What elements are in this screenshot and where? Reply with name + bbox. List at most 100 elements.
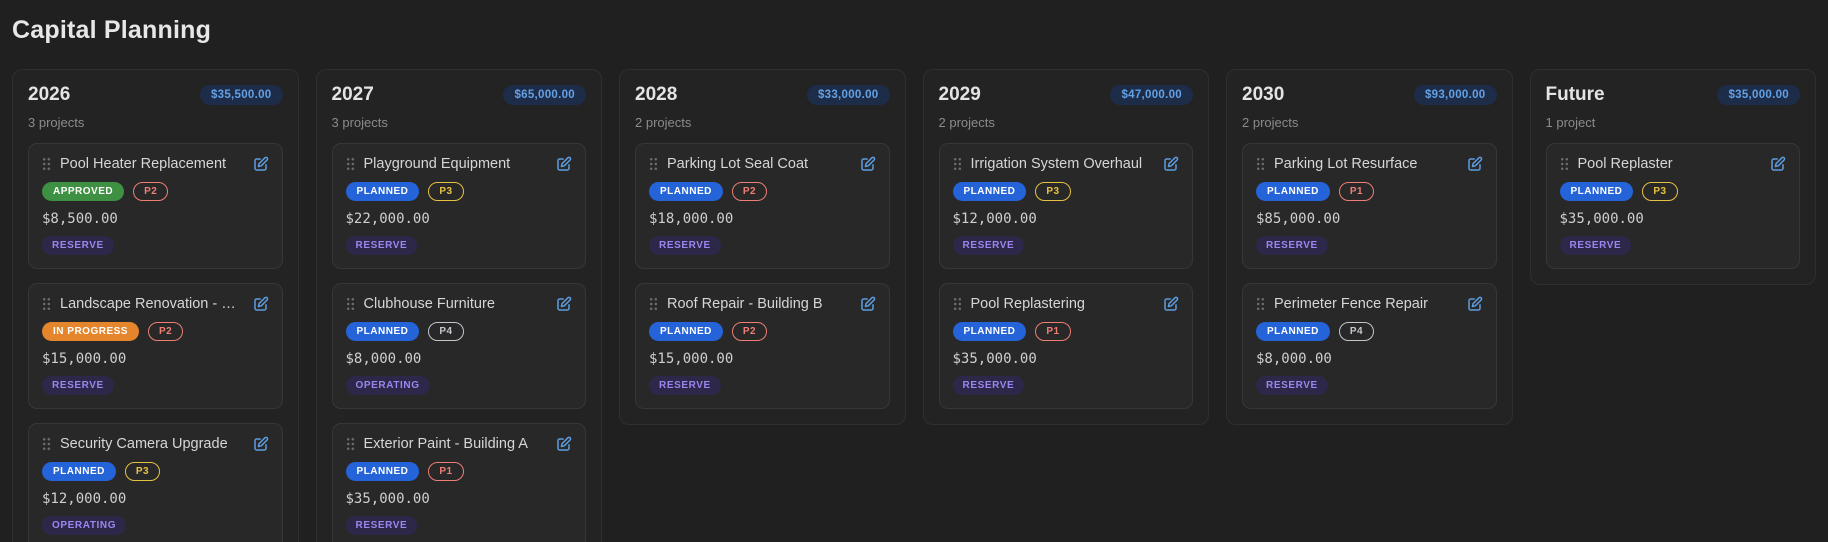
priority-badge: P2 <box>731 322 768 341</box>
edit-button[interactable] <box>556 296 572 312</box>
project-card[interactable]: Clubhouse Furniture PLANNED P4 $8,000.00… <box>331 283 586 409</box>
project-amount: $15,000.00 <box>649 351 734 367</box>
drag-handle-icon[interactable] <box>346 297 355 311</box>
edit-pencil-icon <box>1770 156 1786 172</box>
drag-handle-icon[interactable] <box>1256 297 1265 311</box>
edit-button[interactable] <box>1163 296 1179 312</box>
project-card[interactable]: Pool Replastering PLANNED P1 $35,000.00 … <box>938 283 1193 409</box>
priority-badge: P2 <box>147 322 184 341</box>
card-top-row: Perimeter Fence Repair <box>1256 296 1483 312</box>
status-badge: PLANNED <box>345 322 420 341</box>
fund-badge: RESERVE <box>1256 376 1328 395</box>
drag-handle-icon[interactable] <box>346 437 355 451</box>
column-total-badge: $65,000.00 <box>503 85 586 105</box>
card-top-row: Pool Replaster <box>1560 156 1787 172</box>
drag-handle-icon[interactable] <box>1256 157 1265 171</box>
project-card[interactable]: Roof Repair - Building B PLANNED P2 $15,… <box>635 283 890 409</box>
badge-row: PLANNED P1 <box>1256 182 1483 201</box>
status-badge: PLANNED <box>952 322 1027 341</box>
card-top-row: Exterior Paint - Building A <box>346 436 573 452</box>
card-top-row: Parking Lot Resurface <box>1256 156 1483 172</box>
fund-badge: RESERVE <box>345 236 418 255</box>
edit-button[interactable] <box>860 156 876 172</box>
priority-badge: P3 <box>428 182 464 201</box>
year-column-future: Future $35,000.00 1 project Pool Replast… <box>1529 69 1816 285</box>
edit-pencil-icon <box>1163 296 1179 312</box>
drag-handle-icon[interactable] <box>953 297 962 311</box>
badge-row: APPROVED P2 <box>42 182 269 201</box>
edit-button[interactable] <box>1467 156 1483 172</box>
priority-badge: P4 <box>428 322 464 341</box>
project-card[interactable]: Exterior Paint - Building A PLANNED P1 $… <box>331 423 586 542</box>
project-card[interactable]: Parking Lot Resurface PLANNED P1 $85,000… <box>1242 143 1497 269</box>
drag-handle-icon[interactable] <box>42 437 51 451</box>
edit-button[interactable] <box>253 436 269 452</box>
edit-pencil-icon <box>253 156 269 172</box>
project-title: Exterior Paint - Building A <box>363 436 528 452</box>
status-badge: APPROVED <box>42 182 125 201</box>
column-year-label: 2026 <box>28 84 71 105</box>
project-title: Security Camera Upgrade <box>60 436 228 452</box>
edit-pencil-icon <box>860 156 876 172</box>
project-amount: $35,000.00 <box>345 491 430 507</box>
edit-button[interactable] <box>253 156 269 172</box>
project-card[interactable]: Perimeter Fence Repair PLANNED P4 $8,000… <box>1242 283 1497 409</box>
drag-handle-icon[interactable] <box>649 297 658 311</box>
card-list: Irrigation System Overhaul PLANNED P3 $1… <box>938 143 1193 409</box>
column-total-badge: $93,000.00 <box>1413 85 1497 105</box>
year-column-2030: 2030 $93,000.00 2 projects Parking Lot R… <box>1226 69 1513 425</box>
year-column-2026: 2026 $35,500.00 3 projects Pool Heater R… <box>12 69 299 542</box>
card-list: Parking Lot Seal Coat PLANNED P2 $18,000… <box>635 143 890 409</box>
card-top-row: Security Camera Upgrade <box>42 436 269 452</box>
edit-button[interactable] <box>556 436 572 452</box>
badge-row: IN PROGRESS P2 <box>42 322 269 341</box>
project-amount: $8,500.00 <box>42 211 118 227</box>
card-list: Pool Replaster PLANNED P3 $35,000.00 RES… <box>1545 143 1800 269</box>
project-card[interactable]: Playground Equipment PLANNED P3 $22,000.… <box>331 143 586 269</box>
drag-handle-icon[interactable] <box>649 157 658 171</box>
edit-button[interactable] <box>253 296 269 312</box>
edit-pencil-icon <box>1467 156 1483 172</box>
edit-pencil-icon <box>1467 296 1483 312</box>
page-title: Capital Planning <box>12 16 212 44</box>
drag-handle-icon[interactable] <box>42 297 51 311</box>
card-top-row: Irrigation System Overhaul <box>953 156 1180 172</box>
edit-button[interactable] <box>1770 156 1786 172</box>
status-badge: PLANNED <box>345 462 420 481</box>
column-project-count: 2 projects <box>1242 115 1299 130</box>
project-title: Pool Heater Replacement <box>60 156 227 172</box>
fund-badge: RESERVE <box>649 236 721 255</box>
drag-handle-icon[interactable] <box>953 157 962 171</box>
status-badge: PLANNED <box>952 182 1027 201</box>
project-card[interactable]: Irrigation System Overhaul PLANNED P3 $1… <box>938 143 1193 269</box>
priority-badge: P2 <box>731 182 768 201</box>
card-top-row: Clubhouse Furniture <box>346 296 573 312</box>
project-card[interactable]: Parking Lot Seal Coat PLANNED P2 $18,000… <box>635 143 890 269</box>
project-title: Parking Lot Seal Coat <box>667 156 809 172</box>
project-card[interactable]: Security Camera Upgrade PLANNED P3 $12,0… <box>28 423 283 542</box>
edit-button[interactable] <box>1163 156 1179 172</box>
column-project-count: 2 projects <box>938 115 995 130</box>
fund-badge: RESERVE <box>42 236 114 255</box>
project-card[interactable]: Pool Replaster PLANNED P3 $35,000.00 RES… <box>1545 143 1800 269</box>
fund-badge: RESERVE <box>952 236 1025 255</box>
badge-row: PLANNED P4 <box>345 322 573 341</box>
status-badge: IN PROGRESS <box>42 322 139 341</box>
column-header: 2030 $93,000.00 <box>1242 84 1497 106</box>
drag-handle-icon[interactable] <box>1560 157 1569 171</box>
board: 2026 $35,500.00 3 projects Pool Heater R… <box>12 69 1816 542</box>
edit-button[interactable] <box>1467 296 1483 312</box>
edit-button[interactable] <box>860 296 876 312</box>
column-project-count: 3 projects <box>331 115 388 130</box>
badge-row: PLANNED P2 <box>649 182 876 201</box>
status-badge: PLANNED <box>649 322 723 341</box>
fund-badge: RESERVE <box>1256 236 1328 255</box>
edit-pencil-icon <box>1163 156 1179 172</box>
priority-badge: P1 <box>1338 182 1375 201</box>
drag-handle-icon[interactable] <box>346 157 355 171</box>
project-card[interactable]: Landscape Renovation - Pha... IN PROGRES… <box>28 283 283 409</box>
project-card[interactable]: Pool Heater Replacement APPROVED P2 $8,5… <box>28 143 283 269</box>
project-amount: $12,000.00 <box>42 491 127 507</box>
edit-button[interactable] <box>556 156 572 172</box>
drag-handle-icon[interactable] <box>42 157 51 171</box>
